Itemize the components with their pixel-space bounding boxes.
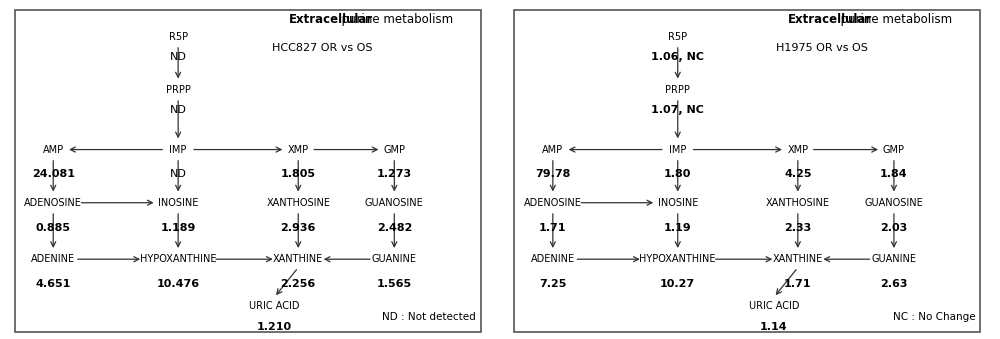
Text: XANTHINE: XANTHINE (273, 254, 323, 264)
Text: GMP: GMP (883, 144, 905, 155)
Text: ND: ND (170, 52, 187, 62)
Text: HYPOXANTHINE: HYPOXANTHINE (639, 254, 716, 264)
Text: Extracellular: Extracellular (788, 13, 872, 26)
Text: 79.78: 79.78 (535, 170, 571, 179)
Text: PRPP: PRPP (665, 85, 690, 95)
Text: 1.71: 1.71 (539, 223, 567, 233)
Text: IMP: IMP (669, 144, 686, 155)
Text: 2.63: 2.63 (880, 279, 908, 289)
Text: XANTHINE: XANTHINE (773, 254, 823, 264)
Text: XANTHOSINE: XANTHOSINE (766, 198, 830, 208)
Text: XMP: XMP (288, 144, 309, 155)
Text: PRPP: PRPP (166, 85, 191, 95)
Text: R5P: R5P (668, 32, 687, 42)
Text: 7.25: 7.25 (539, 279, 567, 289)
Text: 0.885: 0.885 (36, 223, 71, 233)
Text: 1.565: 1.565 (377, 279, 412, 289)
Text: ADENOSINE: ADENOSINE (24, 198, 82, 208)
Text: 4.25: 4.25 (784, 170, 812, 179)
Text: AMP: AMP (43, 144, 64, 155)
Text: ND: ND (170, 170, 187, 179)
Text: 1.14: 1.14 (760, 322, 788, 332)
Text: Extracellular: Extracellular (289, 13, 373, 26)
Text: URIC ACID: URIC ACID (249, 301, 299, 311)
Text: 24.081: 24.081 (32, 170, 75, 179)
Text: 1.84: 1.84 (880, 170, 908, 179)
Text: GUANINE: GUANINE (372, 254, 417, 264)
Text: ADENINE: ADENINE (531, 254, 575, 264)
Text: 1.805: 1.805 (281, 170, 316, 179)
Text: 10.476: 10.476 (157, 279, 200, 289)
Text: H1975 OR vs OS: H1975 OR vs OS (776, 43, 868, 53)
Text: GUANINE: GUANINE (871, 254, 916, 264)
Text: XANTHOSINE: XANTHOSINE (266, 198, 330, 208)
Text: INOSINE: INOSINE (658, 198, 698, 208)
Text: 1.06, NC: 1.06, NC (651, 52, 704, 62)
Text: purine metabolism: purine metabolism (788, 13, 952, 26)
Text: ADENINE: ADENINE (31, 254, 75, 264)
Text: URIC ACID: URIC ACID (749, 301, 799, 311)
Text: ADENOSINE: ADENOSINE (524, 198, 582, 208)
Text: 2.33: 2.33 (784, 223, 811, 233)
Text: 4.651: 4.651 (36, 279, 71, 289)
Text: AMP: AMP (542, 144, 563, 155)
Text: 1.19: 1.19 (664, 223, 692, 233)
Text: purine metabolism: purine metabolism (289, 13, 453, 26)
Text: ND: ND (170, 105, 187, 115)
Text: ND : Not detected: ND : Not detected (382, 312, 476, 322)
Text: 2.936: 2.936 (281, 223, 316, 233)
Text: R5P: R5P (169, 32, 188, 42)
Text: INOSINE: INOSINE (158, 198, 198, 208)
Text: GUANOSINE: GUANOSINE (865, 198, 923, 208)
Text: HYPOXANTHINE: HYPOXANTHINE (140, 254, 216, 264)
Text: 1.71: 1.71 (784, 279, 812, 289)
Text: 2.482: 2.482 (377, 223, 412, 233)
Text: XMP: XMP (787, 144, 808, 155)
Text: NC : No Change: NC : No Change (893, 312, 976, 322)
Text: 1.07, NC: 1.07, NC (651, 105, 704, 115)
Text: 1.273: 1.273 (377, 170, 412, 179)
Text: 2.03: 2.03 (880, 223, 908, 233)
Text: 1.210: 1.210 (257, 322, 292, 332)
Text: 1.189: 1.189 (160, 223, 196, 233)
Text: GMP: GMP (383, 144, 405, 155)
Text: 2.256: 2.256 (281, 279, 316, 289)
Text: HCC827 OR vs OS: HCC827 OR vs OS (272, 43, 373, 53)
Text: IMP: IMP (169, 144, 187, 155)
Text: 10.27: 10.27 (660, 279, 695, 289)
Text: GUANOSINE: GUANOSINE (365, 198, 424, 208)
Text: 1.80: 1.80 (664, 170, 691, 179)
